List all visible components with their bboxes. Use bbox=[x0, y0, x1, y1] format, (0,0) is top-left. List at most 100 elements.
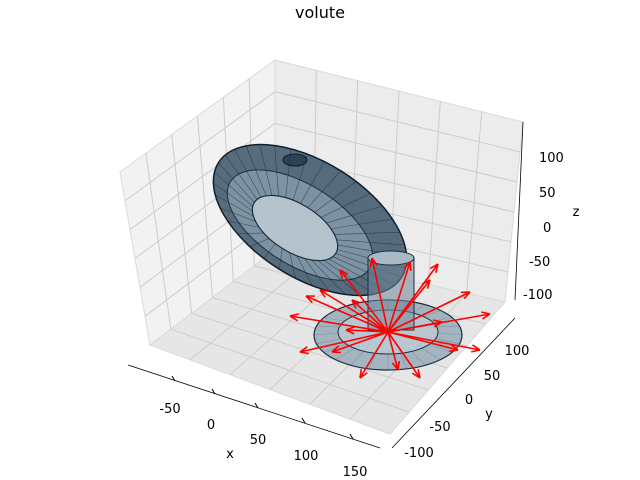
mesh-line bbox=[249, 238, 270, 247]
vector-arrowhead bbox=[319, 289, 330, 293]
x-tick-mark bbox=[301, 417, 306, 424]
vector-arrow bbox=[371, 257, 389, 333]
vector-arrow bbox=[387, 331, 399, 371]
vector-arrowhead bbox=[289, 315, 299, 322]
vector-arrowhead bbox=[463, 291, 471, 300]
z-tick-label: -50 bbox=[529, 255, 550, 270]
vector-arrow bbox=[289, 315, 389, 333]
mesh-line bbox=[237, 232, 264, 235]
chart-title: volute bbox=[295, 3, 345, 22]
y-axis-line bbox=[391, 317, 516, 449]
vector-arrowhead bbox=[435, 263, 439, 273]
vector-arrow bbox=[387, 331, 459, 351]
vector-arrowhead bbox=[345, 326, 355, 331]
z-axis-label: z bbox=[573, 205, 580, 220]
volute-hub bbox=[282, 153, 308, 167]
vector-arrow bbox=[387, 279, 431, 333]
z-tick-label: 0 bbox=[543, 221, 551, 236]
vector-arrowhead bbox=[339, 269, 344, 279]
vector-arrowhead bbox=[371, 257, 378, 266]
mesh-line bbox=[278, 248, 283, 270]
x-tick-mark bbox=[349, 433, 354, 440]
vector-arrowhead bbox=[403, 261, 411, 270]
mesh-line bbox=[263, 243, 276, 259]
vector-arrow bbox=[387, 261, 411, 333]
mesh-line bbox=[274, 145, 279, 197]
x-tick-mark bbox=[171, 375, 176, 382]
vector-arrow bbox=[387, 291, 471, 333]
mesh-line bbox=[334, 231, 400, 235]
vector-field bbox=[289, 257, 491, 379]
mesh-line bbox=[245, 145, 267, 196]
mesh-line bbox=[307, 170, 341, 208]
vector-arrowhead bbox=[351, 299, 361, 304]
vector-arrow bbox=[331, 331, 389, 353]
mesh-line bbox=[224, 154, 258, 200]
vector-arrowhead bbox=[481, 311, 491, 315]
vector-arrowhead bbox=[319, 289, 326, 298]
vector-arrowhead bbox=[397, 360, 401, 371]
vector-arrow bbox=[345, 329, 389, 333]
vector-arrowhead bbox=[482, 313, 491, 320]
vector-arrowhead bbox=[417, 369, 421, 379]
y-axis-label: y bbox=[485, 407, 493, 422]
mesh-line bbox=[285, 148, 292, 198]
y-ticks: 100 50 0 -50 -100 bbox=[404, 344, 529, 461]
mesh-line bbox=[292, 154, 308, 201]
mesh-line bbox=[317, 260, 361, 296]
x-ticks: -50 0 50 100 150 bbox=[159, 375, 368, 480]
vector-arrowhead bbox=[434, 321, 443, 328]
x-tick-label: 0 bbox=[207, 418, 215, 433]
z-tick-label: 50 bbox=[539, 186, 556, 201]
y-tick-label: 0 bbox=[465, 393, 473, 408]
vector-arrowhead bbox=[426, 279, 431, 289]
vector-arrow bbox=[305, 295, 389, 333]
mesh-line bbox=[213, 182, 253, 212]
mesh-line bbox=[219, 207, 256, 222]
mesh-line bbox=[259, 144, 273, 196]
vector-arrowhead bbox=[409, 261, 412, 272]
vector-arrowhead bbox=[299, 351, 310, 355]
z-ticks: 100 50 0 -50 -100 bbox=[523, 151, 564, 303]
vector-arrowhead bbox=[345, 329, 355, 335]
vector-arrowhead bbox=[421, 279, 431, 285]
x-tick-label: 150 bbox=[343, 465, 368, 480]
y-tick-label: -100 bbox=[404, 446, 434, 461]
z-axis-line bbox=[514, 121, 524, 301]
vector-arrow bbox=[339, 269, 389, 333]
mesh-line bbox=[289, 252, 296, 279]
vector-arrowhead bbox=[429, 263, 439, 270]
vector-arrowhead bbox=[289, 313, 299, 317]
vector-arrowhead bbox=[391, 362, 399, 371]
outlet-pipe-top bbox=[367, 250, 415, 266]
mesh-line bbox=[320, 193, 371, 218]
mesh-line bbox=[326, 205, 383, 224]
mesh-line bbox=[234, 149, 262, 198]
y-tick-label: -50 bbox=[429, 420, 450, 435]
vector-arrowhead bbox=[471, 349, 481, 353]
vector-arrowhead bbox=[331, 345, 340, 353]
vector-arrowhead bbox=[339, 269, 349, 276]
vector-arrow bbox=[387, 331, 421, 379]
vector-arrowhead bbox=[369, 257, 373, 267]
mesh-line bbox=[215, 194, 254, 217]
mesh-line bbox=[330, 218, 393, 230]
vector-arrowhead bbox=[450, 343, 459, 351]
x-axis-label: x bbox=[226, 447, 234, 462]
vector-arrowhead bbox=[305, 295, 313, 304]
vector-arrow bbox=[387, 331, 481, 351]
x-axis-line bbox=[127, 364, 381, 449]
mesh-line bbox=[218, 162, 255, 203]
vector-arrowhead bbox=[433, 319, 443, 323]
vector-arrowhead bbox=[351, 299, 357, 309]
vector-arrow bbox=[359, 331, 389, 379]
vector-arrow bbox=[387, 321, 443, 333]
vector-arrow bbox=[299, 331, 389, 353]
mesh-line bbox=[314, 181, 357, 213]
z-tick-label: -100 bbox=[523, 288, 553, 303]
vector-arrowhead bbox=[359, 368, 363, 379]
vector-arrowhead bbox=[299, 346, 308, 353]
z-tick-label: 100 bbox=[539, 151, 564, 166]
mesh-line bbox=[214, 171, 253, 207]
